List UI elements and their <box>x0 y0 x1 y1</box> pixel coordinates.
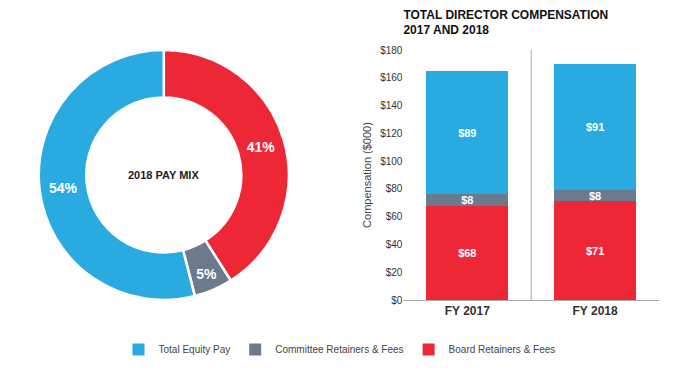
svg-text:FY 2018: FY 2018 <box>573 304 618 318</box>
svg-text:$120: $120 <box>380 128 403 139</box>
svg-text:$8: $8 <box>589 190 601 202</box>
svg-text:$180: $180 <box>380 45 403 56</box>
svg-text:$160: $160 <box>380 72 403 83</box>
svg-text:Committee Retainers & Fees: Committee Retainers & Fees <box>275 344 403 355</box>
svg-text:$68: $68 <box>458 247 476 259</box>
svg-text:TOTAL DIRECTOR COMPENSATION201: TOTAL DIRECTOR COMPENSATION2017 AND 2018 <box>403 8 608 38</box>
svg-text:41%: 41% <box>247 139 276 155</box>
svg-text:2018 PAY MIX: 2018 PAY MIX <box>128 169 199 181</box>
svg-text:$140: $140 <box>380 100 403 111</box>
svg-text:$40: $40 <box>386 239 403 250</box>
svg-text:Board Retainers & Fees: Board Retainers & Fees <box>449 344 556 355</box>
svg-text:5%: 5% <box>196 266 217 282</box>
svg-text:$89: $89 <box>458 127 476 139</box>
svg-text:Total Equity Pay: Total Equity Pay <box>159 344 231 355</box>
svg-text:$0: $0 <box>391 295 403 306</box>
svg-text:$20: $20 <box>386 267 403 278</box>
svg-text:$100: $100 <box>380 156 403 167</box>
svg-text:Compensation ($000): Compensation ($000) <box>361 122 373 228</box>
svg-text:$91: $91 <box>586 121 604 133</box>
svg-text:$80: $80 <box>386 183 403 194</box>
svg-text:54%: 54% <box>49 180 78 196</box>
svg-text:$71: $71 <box>586 245 604 257</box>
svg-text:$8: $8 <box>461 194 473 206</box>
svg-text:FY 2017: FY 2017 <box>445 304 490 318</box>
svg-text:$60: $60 <box>386 211 403 222</box>
